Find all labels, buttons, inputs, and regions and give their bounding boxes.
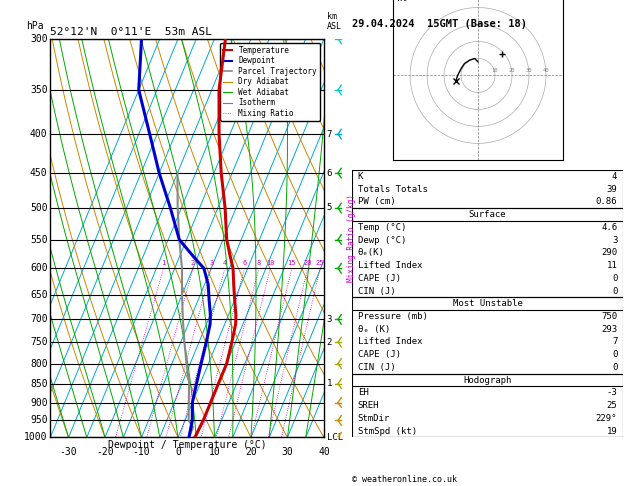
Text: 0: 0 (175, 447, 181, 457)
Text: 52°12'N  0°11'E  53m ASL: 52°12'N 0°11'E 53m ASL (50, 27, 213, 37)
Text: SREH: SREH (358, 401, 379, 410)
Text: 293: 293 (601, 325, 617, 334)
Text: LCL: LCL (326, 433, 343, 442)
Text: 290: 290 (601, 248, 617, 257)
Text: 3: 3 (612, 236, 617, 244)
Text: 1: 1 (326, 379, 332, 388)
Text: 25: 25 (606, 401, 617, 410)
Text: 800: 800 (30, 359, 48, 368)
Text: -30: -30 (60, 447, 77, 457)
Text: 10: 10 (209, 447, 220, 457)
Text: -20: -20 (96, 447, 114, 457)
Text: 6: 6 (326, 169, 332, 177)
Text: StmSpd (kt): StmSpd (kt) (358, 427, 417, 435)
Text: 10: 10 (266, 260, 275, 266)
Text: 750: 750 (601, 312, 617, 321)
Text: 2: 2 (326, 338, 332, 347)
Text: 40: 40 (318, 447, 330, 457)
Text: 0: 0 (612, 350, 617, 359)
Text: Most Unstable: Most Unstable (452, 299, 523, 308)
Text: Pressure (mb): Pressure (mb) (358, 312, 428, 321)
Text: Lifted Index: Lifted Index (358, 337, 422, 347)
Text: 30: 30 (282, 447, 293, 457)
Text: -3: -3 (606, 388, 617, 398)
Text: 850: 850 (30, 379, 48, 389)
Text: Mixing Ratio (g/kg): Mixing Ratio (g/kg) (347, 194, 356, 282)
Text: 950: 950 (30, 416, 48, 425)
Text: 2: 2 (191, 260, 195, 266)
Text: PW (cm): PW (cm) (358, 197, 395, 207)
Text: 0: 0 (612, 363, 617, 372)
Text: 350: 350 (30, 85, 48, 95)
Text: hPa: hPa (26, 21, 43, 31)
Text: K: K (358, 172, 363, 181)
Text: 1000: 1000 (24, 433, 48, 442)
Text: CIN (J): CIN (J) (358, 363, 395, 372)
Text: 20: 20 (303, 260, 312, 266)
Text: 4.6: 4.6 (601, 223, 617, 232)
Text: 3: 3 (209, 260, 213, 266)
Text: 15: 15 (287, 260, 296, 266)
Text: 0.86: 0.86 (596, 197, 617, 207)
Text: 550: 550 (30, 235, 48, 244)
Text: 600: 600 (30, 263, 48, 273)
Text: 11: 11 (606, 261, 617, 270)
Text: 25: 25 (316, 260, 325, 266)
Text: 1: 1 (162, 260, 165, 266)
Text: kt: kt (396, 0, 406, 3)
Text: 229°: 229° (596, 414, 617, 423)
Text: © weatheronline.co.uk: © weatheronline.co.uk (352, 474, 457, 484)
Text: θₑ (K): θₑ (K) (358, 325, 390, 334)
Text: 650: 650 (30, 290, 48, 300)
Text: 3: 3 (326, 315, 332, 324)
Text: 400: 400 (30, 129, 48, 139)
Text: Hodograph: Hodograph (464, 376, 511, 384)
Text: 0: 0 (612, 274, 617, 283)
Text: 40: 40 (543, 68, 549, 73)
Text: StmDir: StmDir (358, 414, 390, 423)
Text: -10: -10 (133, 447, 150, 457)
Text: θₑ(K): θₑ(K) (358, 248, 384, 257)
Text: CAPE (J): CAPE (J) (358, 274, 401, 283)
Text: 500: 500 (30, 203, 48, 213)
Text: 4: 4 (223, 260, 227, 266)
Text: Temp (°C): Temp (°C) (358, 223, 406, 232)
Text: 19: 19 (606, 427, 617, 435)
Text: 39: 39 (606, 185, 617, 194)
Legend: Temperature, Dewpoint, Parcel Trajectory, Dry Adiabat, Wet Adiabat, Isotherm, Mi: Temperature, Dewpoint, Parcel Trajectory… (220, 43, 320, 121)
Text: km
ASL: km ASL (326, 12, 342, 31)
X-axis label: Dewpoint / Temperature (°C): Dewpoint / Temperature (°C) (108, 440, 267, 450)
Text: 10: 10 (492, 68, 498, 73)
Text: CAPE (J): CAPE (J) (358, 350, 401, 359)
Text: CIN (J): CIN (J) (358, 287, 395, 295)
Text: Surface: Surface (469, 210, 506, 219)
Text: Dewp (°C): Dewp (°C) (358, 236, 406, 244)
Text: 900: 900 (30, 398, 48, 408)
Text: 300: 300 (30, 34, 48, 44)
Text: Totals Totals: Totals Totals (358, 185, 428, 194)
Text: EH: EH (358, 388, 369, 398)
Text: 7: 7 (612, 337, 617, 347)
Text: 20: 20 (245, 447, 257, 457)
Text: 450: 450 (30, 168, 48, 178)
Text: 6: 6 (242, 260, 247, 266)
Text: 0: 0 (612, 287, 617, 295)
Text: 20: 20 (509, 68, 515, 73)
Text: 5: 5 (326, 204, 332, 212)
Text: 7: 7 (326, 130, 332, 139)
Text: Lifted Index: Lifted Index (358, 261, 422, 270)
Text: 4: 4 (612, 172, 617, 181)
Text: 30: 30 (526, 68, 532, 73)
Text: 29.04.2024  15GMT (Base: 18): 29.04.2024 15GMT (Base: 18) (352, 19, 527, 30)
Text: 700: 700 (30, 314, 48, 324)
Text: 750: 750 (30, 337, 48, 347)
Text: 8: 8 (257, 260, 261, 266)
